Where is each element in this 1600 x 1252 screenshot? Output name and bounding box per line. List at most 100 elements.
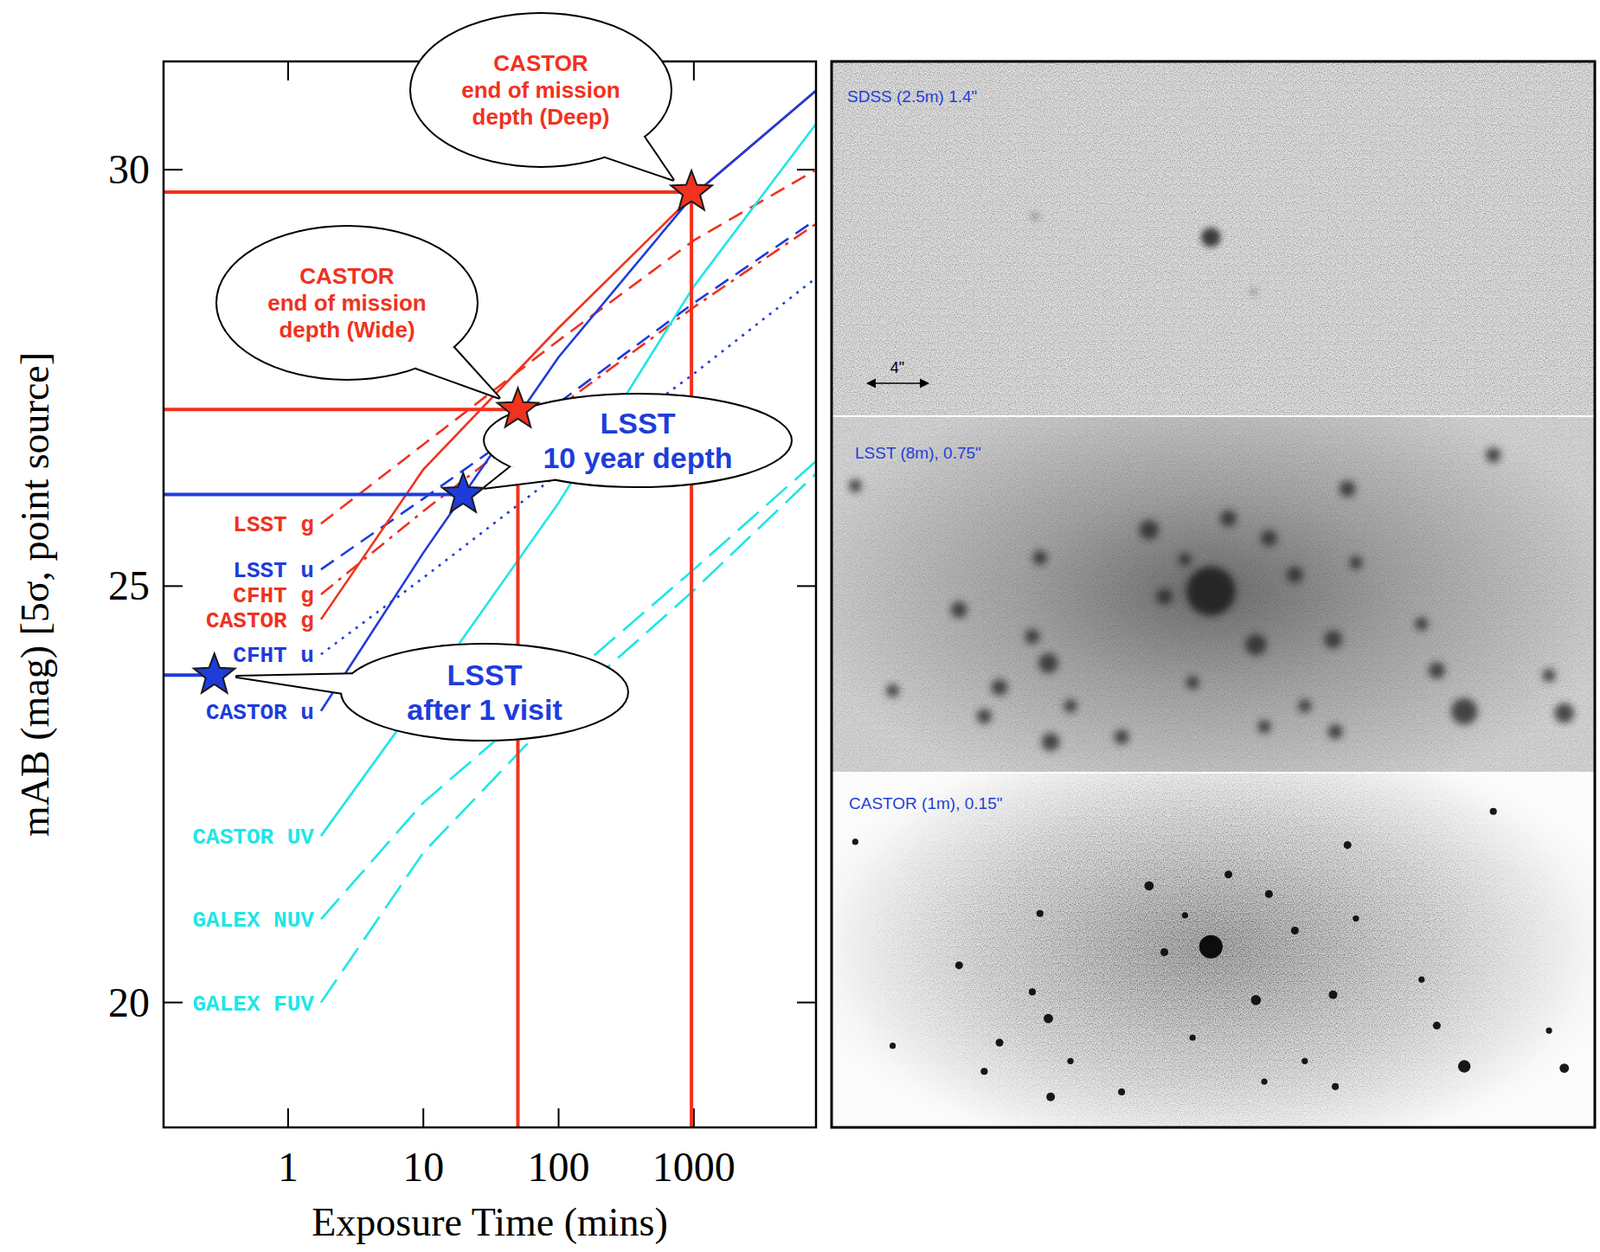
x-tick-label: 1: [277, 1143, 299, 1190]
series-label: CASTOR g: [205, 608, 315, 635]
series-line: [321, 461, 817, 919]
source: [889, 1042, 896, 1049]
source: [1178, 552, 1192, 566]
source: [1265, 890, 1273, 899]
callout-line: CASTOR: [299, 263, 395, 290]
x-tick: [287, 1108, 290, 1128]
source: [1545, 1027, 1552, 1034]
source: [1490, 808, 1498, 816]
x-tick-top: [693, 61, 695, 81]
callout-line: end of mission: [461, 77, 620, 103]
callout-line: LSST: [447, 658, 523, 692]
y-tick: [163, 1002, 183, 1004]
depth-star: [497, 387, 540, 427]
series-labels: LSST gLSST uCFHT gCASTOR gCFHT uCASTOR u…: [192, 512, 315, 1017]
source: [1286, 566, 1304, 584]
source: [1349, 556, 1363, 570]
source: [1260, 1079, 1267, 1086]
x-tick-label: 1000: [652, 1143, 736, 1190]
callout-tail-fill: [237, 674, 354, 693]
axes: 1 10 100 1000 20 25 30 Exposure Time (mins) mAB …: [12, 61, 817, 1245]
source: [1199, 935, 1223, 959]
image-panel: [831, 772, 1595, 1128]
source: [1323, 629, 1343, 649]
x-tick-label: 100: [527, 1143, 591, 1190]
callout-text: LSST10 year depth: [542, 406, 733, 475]
y-tick-label: 20: [108, 979, 150, 1026]
x-axis-title: Exposure Time (mins): [311, 1200, 668, 1245]
source: [955, 961, 964, 970]
source: [1156, 588, 1173, 605]
callout-line: 10 year depth: [542, 441, 733, 475]
y-axis-title: mAB (mag) [5σ, point source]: [12, 352, 58, 837]
panel-background: [831, 772, 1595, 1128]
source: [1257, 719, 1271, 733]
source: [1339, 481, 1356, 498]
image-panels: SDSS (2.5m) 1.4"4"LSST (8m), 0.75"CASTOR…: [790, 61, 1600, 1167]
source: [1301, 1058, 1308, 1065]
y-tick-right: [796, 1002, 817, 1004]
x-tick: [693, 1108, 695, 1128]
time-line: [689, 192, 694, 1128]
series-label: CFHT u: [232, 642, 315, 669]
y-tick-right: [796, 584, 817, 587]
source: [1182, 912, 1189, 919]
panel-label: LSST (8m), 0.75": [854, 443, 982, 463]
panel-label: SDSS (2.5m) 1.4": [847, 87, 977, 106]
time-line: [515, 409, 520, 1128]
series-label: GALEX NUV: [192, 907, 315, 934]
callout-tail-fill: [604, 136, 674, 180]
series-label: CFHT g: [232, 583, 315, 610]
callout: CASTORend of missiondepth (Deep): [411, 13, 674, 180]
source: [1559, 1063, 1569, 1074]
callout-text: CASTORend of missiondepth (Wide): [267, 263, 426, 342]
source: [1046, 1092, 1055, 1102]
plot-frame: [163, 61, 817, 1128]
source: [1451, 698, 1478, 725]
source: [1458, 1060, 1471, 1073]
panel-background: [831, 416, 1595, 773]
source: [1038, 653, 1059, 674]
source: [1186, 566, 1236, 617]
series-label: GALEX FUV: [192, 991, 315, 1018]
source: [1251, 995, 1262, 1006]
source: [1139, 520, 1160, 540]
source: [1542, 668, 1556, 682]
source: [1041, 732, 1061, 752]
source: [1030, 212, 1041, 222]
source: [1297, 699, 1311, 713]
panel-separator: [831, 415, 1595, 418]
source: [1201, 227, 1221, 247]
callout-line: CASTOR: [493, 50, 589, 77]
source: [1024, 629, 1040, 644]
image-frame: [831, 61, 1595, 1128]
source: [1554, 703, 1575, 724]
source: [1428, 661, 1446, 679]
source: [1249, 287, 1259, 296]
source: [1066, 1058, 1074, 1065]
y-tick-label: 25: [108, 562, 150, 609]
series-label: LSST u: [232, 558, 315, 585]
depth-star: [193, 653, 236, 693]
y-tick-label: 30: [108, 146, 150, 193]
callout-tail-outline: [237, 674, 354, 693]
x-tick-top: [287, 61, 290, 81]
source: [980, 1067, 988, 1075]
depth-star: [670, 170, 713, 210]
image-panel: [831, 61, 1595, 417]
source: [1114, 729, 1130, 745]
galaxy-halo: [831, 416, 1595, 773]
series-label: CASTOR u: [205, 700, 315, 727]
source: [1063, 699, 1077, 713]
plot-area: [163, 90, 817, 1128]
callout-text: LSSTafter 1 visit: [406, 658, 563, 727]
source: [1118, 1088, 1125, 1096]
series-line: [321, 90, 817, 712]
depth-line: [163, 190, 692, 194]
x-tick-label: 10: [402, 1143, 444, 1190]
source: [1028, 988, 1036, 996]
source: [976, 708, 992, 724]
callout-line: depth (Deep): [472, 103, 611, 130]
source: [951, 601, 968, 618]
source: [1036, 910, 1044, 918]
